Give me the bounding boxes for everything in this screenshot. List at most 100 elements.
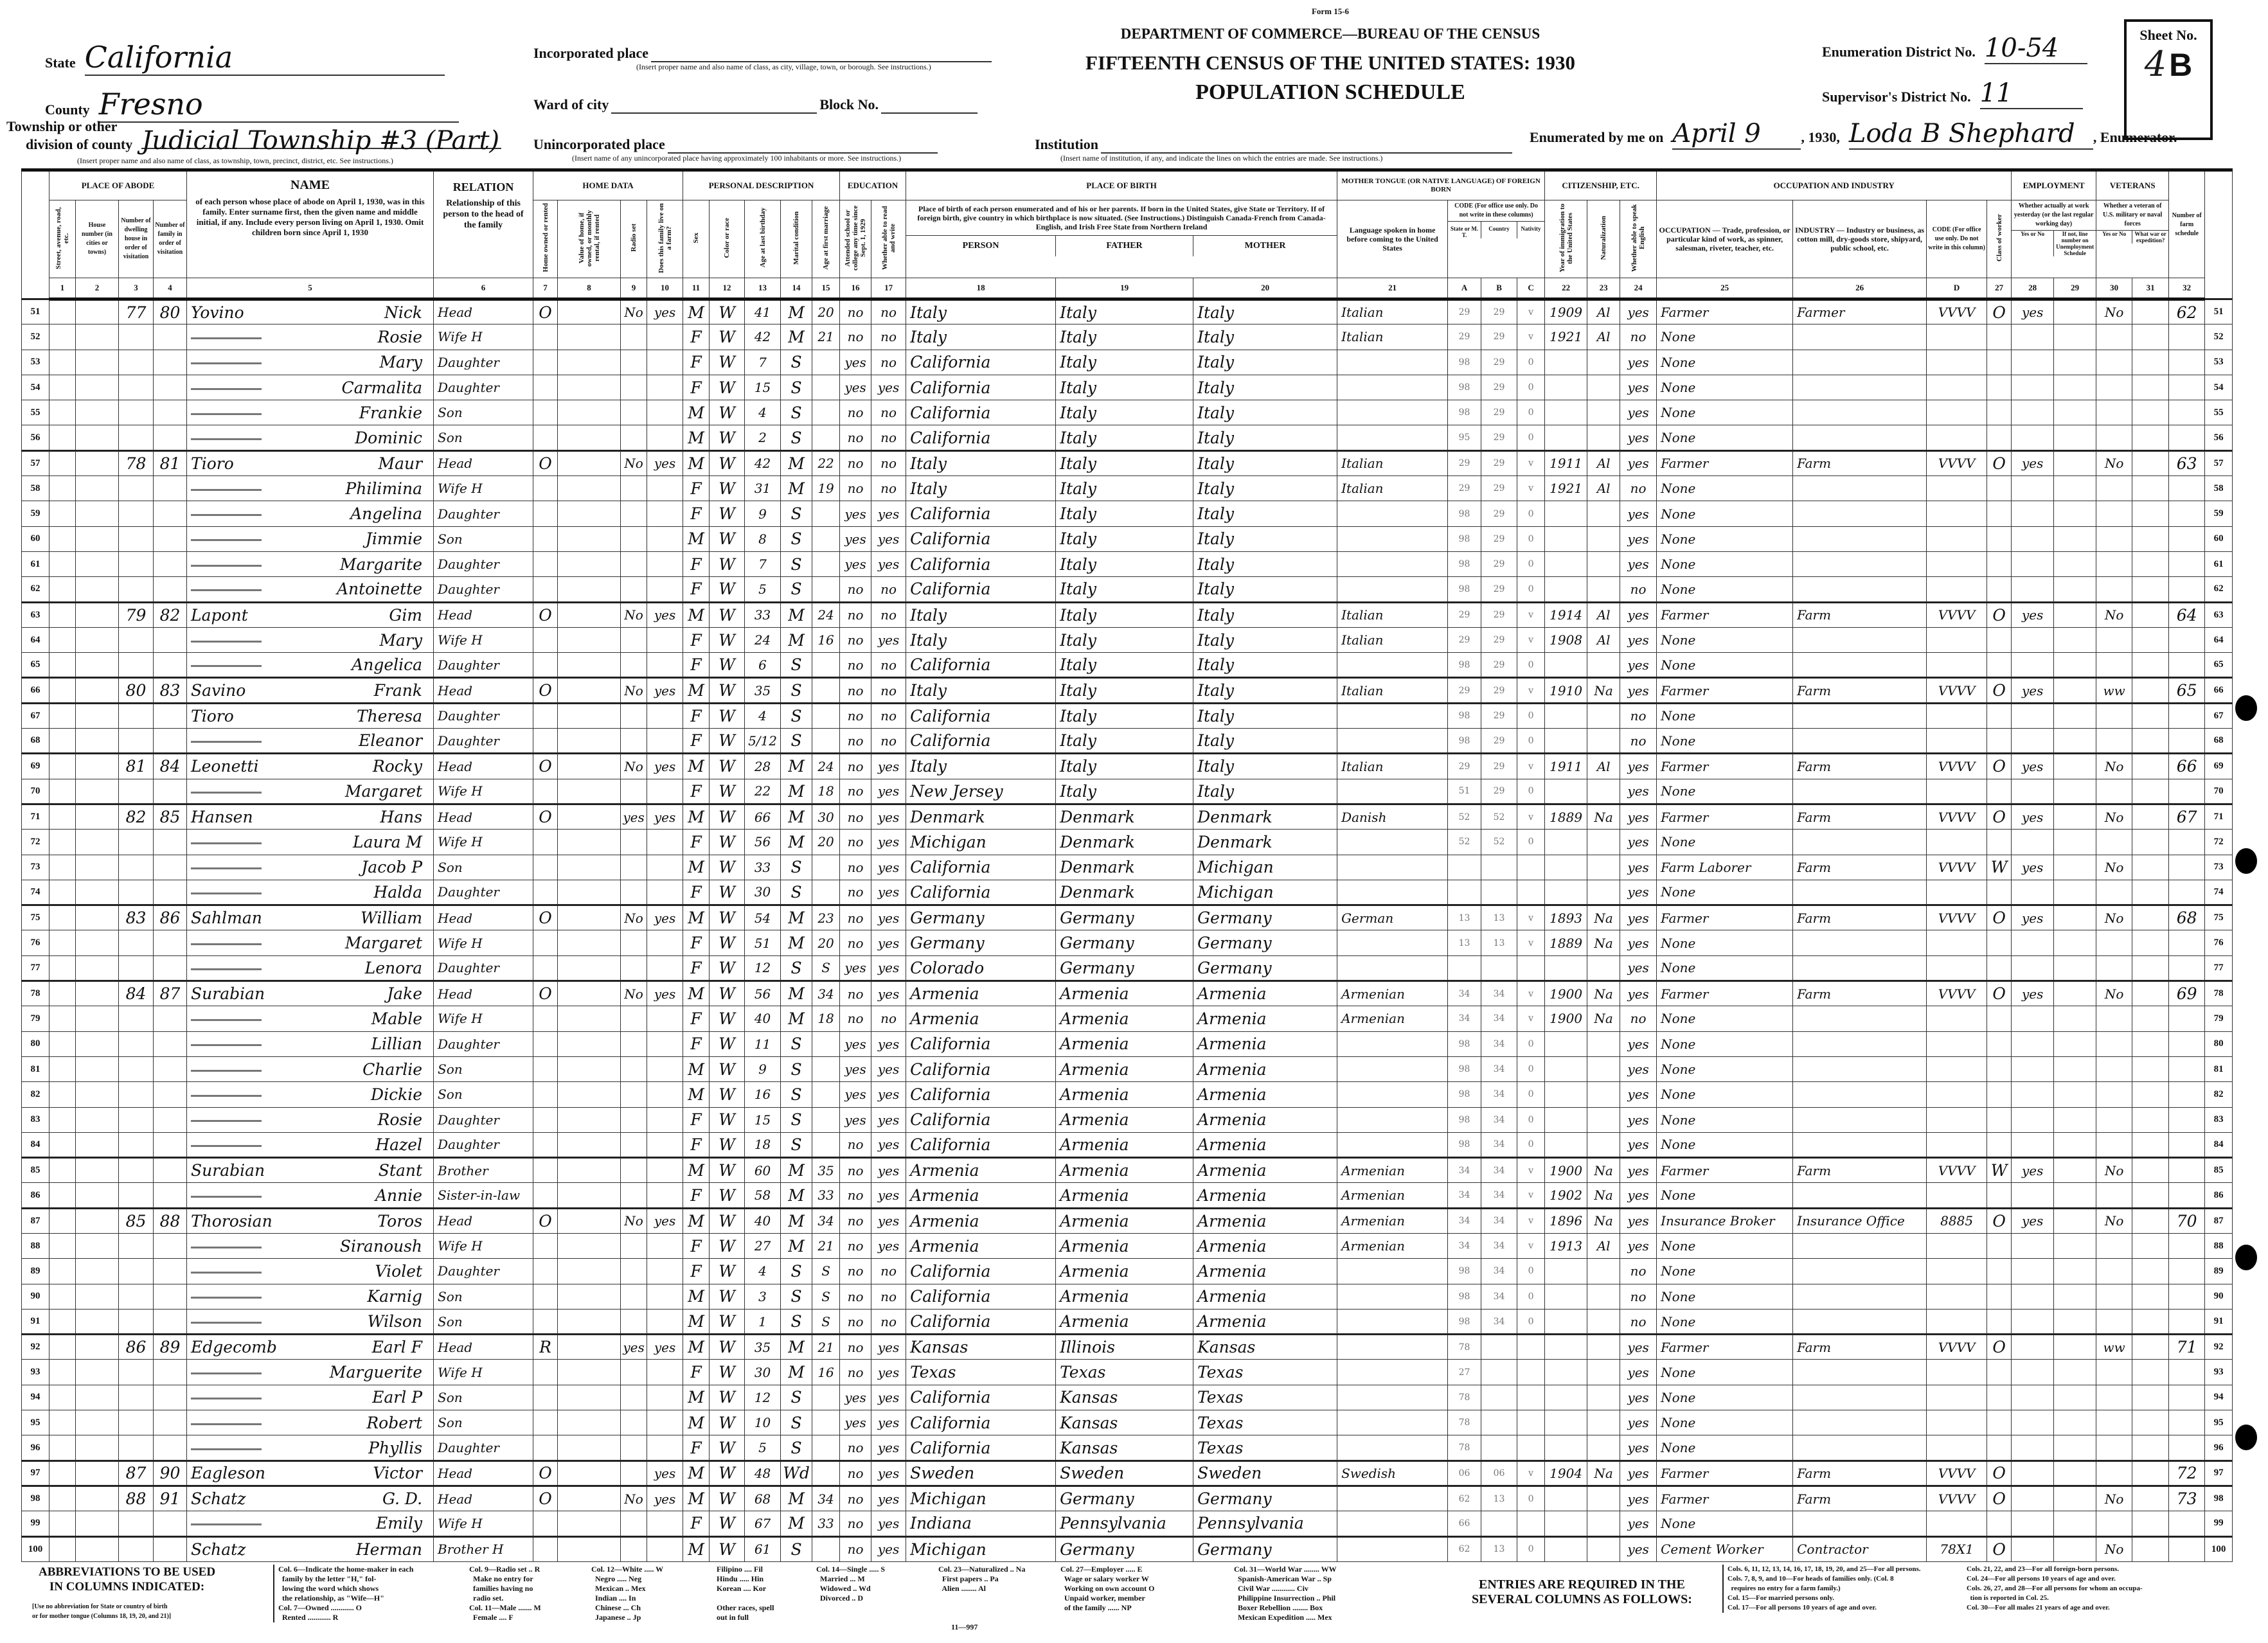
cell-unemp — [2053, 349, 2097, 375]
cell-unemp — [2053, 425, 2097, 451]
township-label-2: division of county — [26, 136, 133, 152]
cell-age-mar: 19 — [812, 475, 841, 502]
cell-cb: 34 — [1481, 1283, 1518, 1310]
cell-farm-no: 66 — [2168, 752, 2206, 779]
cell-farm-no — [2168, 1535, 2206, 1562]
cell-name: Yovino Nick — [186, 298, 434, 325]
cell-dwelling: 87 — [118, 1459, 154, 1486]
cell-farm — [647, 1384, 684, 1411]
cell-marital: S — [780, 501, 813, 527]
cell-unemp — [2053, 1031, 2097, 1057]
cell-school: no — [839, 1283, 872, 1310]
cell-street — [49, 1132, 76, 1159]
cell-pob-m: Pennsylvania — [1193, 1511, 1338, 1537]
cell-war — [2132, 752, 2170, 779]
cell-relation: Daughter — [433, 349, 534, 375]
cell-relation: Son — [433, 526, 534, 552]
cell-sex: F — [683, 1359, 710, 1385]
cell-cc: v — [1517, 1207, 1546, 1234]
line-number-right: 84 — [2204, 1132, 2233, 1159]
cell-war — [2132, 1459, 2170, 1486]
cell-natur — [1587, 1410, 1621, 1436]
cell-pob-m: Italy — [1193, 475, 1338, 502]
cell-age-mar: S — [812, 1258, 841, 1284]
cell-relation: Head — [433, 1484, 534, 1512]
cell-cb: 52 — [1481, 829, 1518, 855]
cell-industry — [1792, 349, 1927, 375]
cell-name: Schatz G. D. — [186, 1484, 434, 1512]
cell-industry — [1792, 576, 1927, 603]
cell-value — [557, 1384, 621, 1411]
cell-vet — [2096, 576, 2133, 603]
cell-farm-no: 62 — [2168, 298, 2206, 325]
cell-at-work — [2011, 1308, 2055, 1335]
cell-cd: VVVV — [1926, 1333, 1988, 1360]
cell-cc: 0 — [1517, 829, 1546, 855]
supervisor-label: Supervisor's District No. — [1822, 89, 1971, 105]
cell-read: yes — [871, 1435, 907, 1461]
cell-house — [75, 1283, 119, 1310]
cell-read: yes — [871, 1132, 907, 1159]
line-number: 86 — [21, 1182, 49, 1209]
cell-street — [49, 1384, 76, 1411]
column-number: D — [1926, 278, 1988, 301]
cell-war — [2132, 1006, 2170, 1032]
given-name: Frankie — [359, 403, 423, 422]
state-label: State — [45, 55, 76, 71]
given-name: Lenora — [364, 958, 423, 977]
cell-value — [557, 298, 621, 325]
cell-lang: Armenian — [1337, 1182, 1449, 1209]
cell-lang: Armenian — [1337, 1157, 1449, 1184]
cell-ca: 29 — [1447, 626, 1482, 653]
cell-occupation: None — [1656, 551, 1794, 578]
cell-farm-no — [2168, 1384, 2206, 1411]
cell-ca: 78 — [1447, 1333, 1482, 1360]
cell-immig — [1544, 1283, 1588, 1310]
cell-school: yes — [839, 1081, 872, 1108]
header-c16: Attended school or college any time sinc… — [839, 200, 872, 278]
line-number: 90 — [21, 1283, 49, 1310]
cell-cc — [1517, 1511, 1546, 1537]
cell-pob-f: Kansas — [1055, 1435, 1194, 1461]
cell-cb — [1481, 1435, 1518, 1461]
cell-unemp — [2053, 752, 2097, 779]
cell-street — [49, 1484, 76, 1512]
cell-value — [557, 652, 621, 679]
cell-english: yes — [1620, 601, 1657, 628]
cell-at-work — [2011, 576, 2055, 603]
cell-cc: v — [1517, 1157, 1546, 1184]
cell-lang — [1337, 702, 1449, 729]
cell-farm — [647, 652, 684, 679]
cell-cd: VVVV — [1926, 752, 1988, 779]
cell-class — [1987, 1359, 2012, 1385]
cell-marital: M — [780, 803, 813, 830]
cell-age: 24 — [744, 626, 781, 653]
cell-marital: S — [780, 1132, 813, 1159]
cell-age: 30 — [744, 879, 781, 906]
cell-read: yes — [871, 501, 907, 527]
table-row: 52 Rosie Wife H F W 42 M 21 no no Italy Italy Italy I… — [21, 324, 2233, 350]
cell-age-mar: 20 — [812, 930, 841, 956]
cell-home — [533, 879, 558, 906]
cell-read: yes — [871, 1535, 907, 1562]
line-number-right: 65 — [2204, 652, 2233, 679]
cell-vet: No — [2096, 854, 2133, 880]
cell-value — [557, 501, 621, 527]
cell-race: W — [709, 374, 746, 401]
table-row: 86 Annie Sister-in-law F W 58 M 33 no yes Armenia A… — [21, 1182, 2233, 1209]
cell-name: Frankie — [186, 400, 434, 426]
surname: Hansen — [191, 808, 253, 827]
cell-family — [152, 324, 188, 350]
column-number: 10 — [647, 278, 684, 301]
cell-occupation: Farmer — [1656, 1459, 1794, 1486]
cell-cb: 06 — [1481, 1459, 1518, 1486]
cell-radio — [620, 879, 648, 906]
cell-natur — [1587, 728, 1621, 754]
cell-race: W — [709, 752, 746, 779]
cell-cd — [1926, 1081, 1988, 1108]
cell-age-mar — [812, 854, 841, 880]
cell-pob-m: Armenia — [1193, 1031, 1338, 1057]
cell-war — [2132, 374, 2170, 401]
header-relation: RELATION Relationship of this person to … — [433, 170, 534, 278]
cell-at-work — [2011, 829, 2055, 855]
